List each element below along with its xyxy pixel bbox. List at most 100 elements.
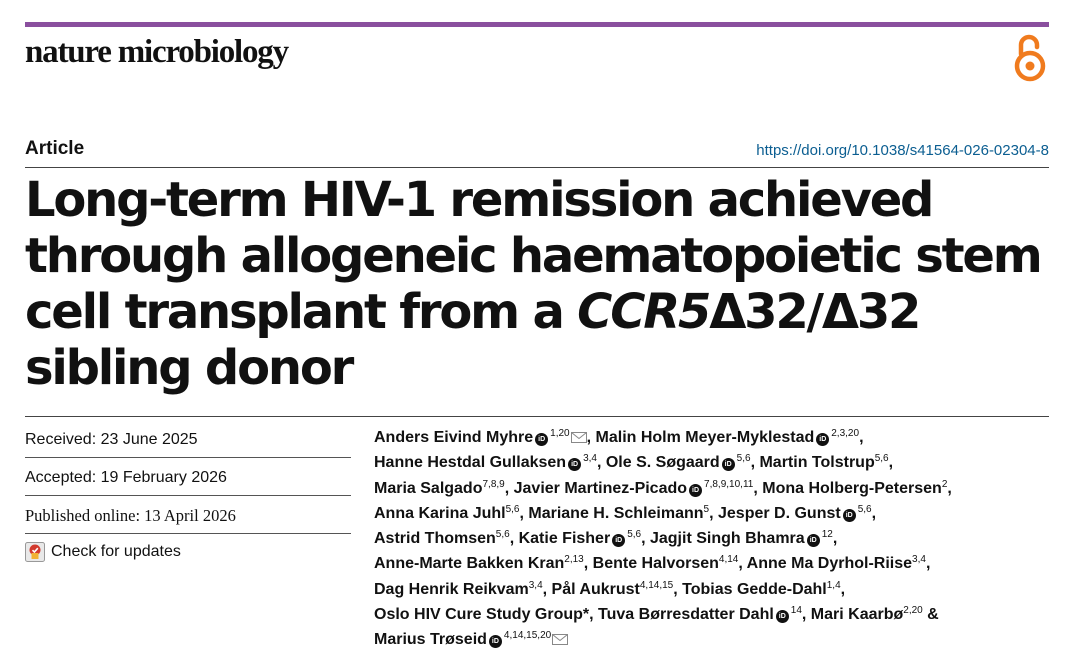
author-separator: , bbox=[947, 479, 952, 497]
author-name[interactable]: Bente Halvorsen bbox=[592, 555, 719, 573]
author-name[interactable]: Jagjit Singh Bhamra bbox=[649, 530, 805, 548]
orcid-icon[interactable]: iD bbox=[842, 508, 856, 522]
author-separator: , bbox=[586, 429, 596, 446]
author-line: Anders Eivind Myhre iD1,20, Malin Holm Me… bbox=[374, 425, 1074, 450]
author-separator: , bbox=[519, 504, 529, 522]
author-name[interactable]: Marius Trøseid bbox=[374, 631, 487, 649]
email-envelope-icon[interactable] bbox=[552, 634, 569, 646]
affiliation-superscript[interactable]: 7,8,9,10,11 bbox=[704, 478, 754, 490]
author-separator: , bbox=[738, 555, 747, 573]
check-for-updates-button[interactable]: Check for updates bbox=[25, 534, 351, 570]
check-for-updates-icon bbox=[25, 542, 45, 562]
orcid-icon[interactable]: iD bbox=[488, 635, 502, 649]
author-list: Anders Eivind Myhre iD1,20, Malin Holm Me… bbox=[374, 425, 1074, 653]
author-line: Oslo HIV Cure Study Group*, Tuva Børresd… bbox=[374, 602, 1074, 627]
affiliation-superscript[interactable]: 5,6 bbox=[627, 529, 642, 541]
author-separator: , bbox=[596, 454, 606, 472]
author-name[interactable]: Oslo HIV Cure Study Group* bbox=[374, 606, 590, 624]
header-divider bbox=[25, 167, 1049, 168]
affiliation-superscript[interactable]: 1,20 bbox=[550, 428, 570, 439]
affiliation-superscript[interactable]: 12 bbox=[821, 529, 833, 541]
author-line: Anne-Marte Bakken Kran2,13, Bente Halvor… bbox=[374, 551, 1074, 576]
author-line: Astrid Thomsen5,6, Katie Fisher iD5,6, Ja… bbox=[374, 526, 1074, 551]
affiliation-superscript[interactable]: 5,6 bbox=[857, 503, 872, 515]
affiliation-superscript[interactable]: 5,6 bbox=[505, 503, 520, 515]
author-name[interactable]: Anne Ma Dyrhol-Riise bbox=[746, 555, 913, 573]
author-name[interactable]: Jesper D. Gunst bbox=[718, 504, 841, 522]
affiliation-superscript[interactable]: 5,6 bbox=[736, 453, 751, 465]
author-name[interactable]: Mariane H. Schleimann bbox=[528, 504, 704, 522]
orcid-icon[interactable]: iD bbox=[689, 483, 703, 497]
author-separator: , bbox=[801, 606, 811, 624]
author-name[interactable]: Anna Karina Juhl bbox=[374, 504, 506, 522]
author-separator: , bbox=[583, 555, 593, 573]
title-text-part-1: Long-term HIV-1 remission achieved throu… bbox=[25, 172, 1043, 340]
author-separator: , bbox=[925, 555, 931, 573]
article-title: Long-term HIV-1 remission achieved throu… bbox=[25, 172, 1065, 396]
affiliation-superscript[interactable]: 3,4 bbox=[583, 453, 597, 465]
affiliation-superscript[interactable]: 2,3,20 bbox=[831, 428, 860, 439]
affiliation-superscript[interactable]: 4,14 bbox=[718, 554, 739, 566]
author-line: Maria Salgado7,8,9, Javier Martinez-Pica… bbox=[374, 476, 1074, 501]
orcid-icon[interactable]: iD bbox=[535, 433, 549, 446]
orcid-icon[interactable]: iD bbox=[775, 610, 789, 624]
affiliation-superscript[interactable]: 5,6 bbox=[874, 453, 889, 465]
author-separator: , bbox=[542, 580, 552, 598]
author-name[interactable]: Javier Martinez-Picado bbox=[513, 479, 688, 497]
journal-logo[interactable]: nature microbiology bbox=[25, 34, 289, 70]
affiliation-superscript[interactable]: 4,14,15 bbox=[639, 579, 674, 591]
author-name[interactable]: Tuva Børresdatter Dahl bbox=[598, 606, 774, 624]
author-name[interactable]: Astrid Thomsen bbox=[374, 530, 496, 548]
check-for-updates-label: Check for updates bbox=[51, 543, 181, 560]
affiliation-superscript[interactable]: 4,14,15,20 bbox=[503, 630, 552, 642]
affiliation-superscript[interactable]: 2 bbox=[941, 478, 948, 490]
author-name[interactable]: Martin Tolstrup bbox=[759, 454, 875, 472]
affiliation-superscript[interactable]: 5,6 bbox=[495, 529, 510, 541]
author-name[interactable]: Mari Kaarbø bbox=[810, 606, 904, 624]
title-text-part-2: Δ32/Δ32 sibling donor bbox=[25, 284, 921, 396]
author-separator: & bbox=[922, 606, 939, 624]
author-separator: , bbox=[509, 530, 519, 548]
author-name[interactable]: Pål Aukrust bbox=[551, 580, 640, 598]
author-separator: , bbox=[589, 606, 599, 624]
author-name[interactable]: Dag Henrik Reikvam bbox=[374, 580, 529, 598]
author-name[interactable]: Malin Holm Meyer-Myklestad bbox=[595, 429, 815, 446]
author-name[interactable]: Mona Holberg-Petersen bbox=[762, 479, 942, 497]
author-separator: , bbox=[753, 479, 763, 497]
orcid-icon[interactable]: iD bbox=[568, 458, 582, 472]
affiliation-superscript[interactable]: 3,4 bbox=[912, 554, 926, 566]
affiliation-superscript[interactable]: 3,4 bbox=[528, 579, 543, 591]
title-gene-name: CCR5 bbox=[577, 284, 711, 340]
author-separator: , bbox=[750, 454, 760, 472]
author-line: Anna Karina Juhl5,6, Mariane H. Schleima… bbox=[374, 501, 1074, 526]
author-name[interactable]: Hanne Hestdal Gullaksen bbox=[374, 454, 567, 472]
author-name[interactable]: Tobias Gedde-Dahl bbox=[682, 580, 827, 598]
orcid-icon[interactable]: iD bbox=[721, 458, 735, 472]
orcid-icon[interactable]: iD bbox=[806, 534, 820, 548]
affiliation-superscript[interactable]: 1,4 bbox=[826, 579, 841, 591]
author-separator: , bbox=[871, 504, 877, 522]
orcid-icon[interactable]: iD bbox=[612, 534, 626, 548]
affiliation-superscript[interactable]: 2,13 bbox=[564, 554, 584, 566]
orcid-icon[interactable]: iD bbox=[816, 433, 830, 446]
article-type-label: Article bbox=[25, 138, 85, 159]
doi-link[interactable]: https://doi.org/10.1038/s41564-026-02304… bbox=[756, 142, 1049, 159]
affiliation-superscript[interactable]: 5 bbox=[703, 503, 710, 515]
accepted-date: Accepted: 19 February 2026 bbox=[25, 458, 351, 496]
publication-dates: Received: 23 June 2025 Accepted: 19 Febr… bbox=[25, 420, 351, 570]
author-separator: , bbox=[840, 580, 846, 598]
open-access-lock-icon[interactable] bbox=[1012, 34, 1048, 84]
author-name[interactable]: Ole S. Søgaard bbox=[605, 454, 720, 472]
author-separator: , bbox=[832, 530, 838, 548]
metadata-divider bbox=[25, 416, 1049, 417]
email-envelope-icon[interactable] bbox=[570, 432, 587, 443]
author-name[interactable]: Anne-Marte Bakken Kran bbox=[374, 555, 565, 573]
author-separator: , bbox=[709, 504, 718, 522]
affiliation-superscript[interactable]: 7,8,9 bbox=[482, 478, 505, 490]
affiliation-superscript[interactable]: 2,20 bbox=[903, 605, 923, 617]
author-name[interactable]: Anders Eivind Myhre bbox=[374, 429, 534, 446]
author-name[interactable]: Maria Salgado bbox=[374, 479, 483, 497]
published-date: Published online: 13 April 2026 bbox=[25, 496, 351, 534]
affiliation-superscript[interactable]: 14 bbox=[790, 605, 802, 617]
author-name[interactable]: Katie Fisher bbox=[518, 530, 611, 548]
